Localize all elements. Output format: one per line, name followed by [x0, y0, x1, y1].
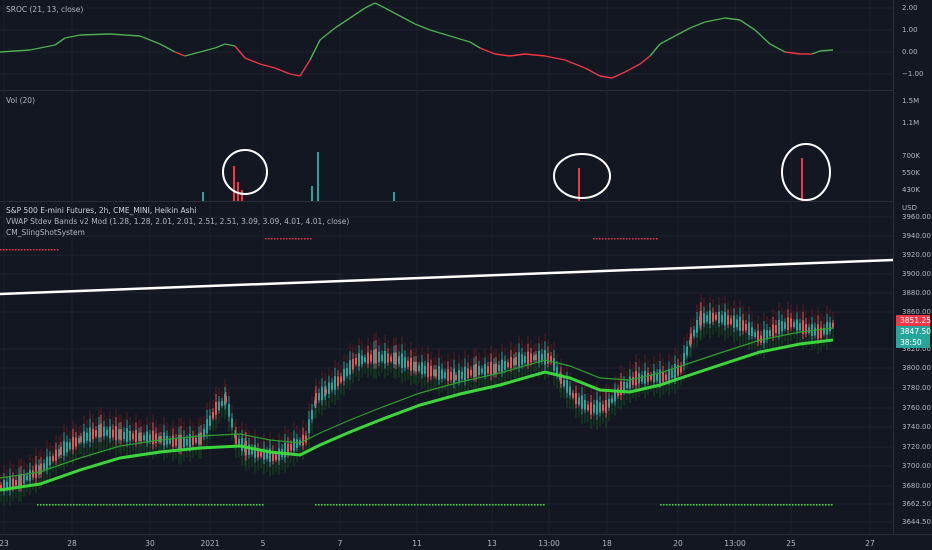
volume-bars [202, 152, 803, 201]
price-tick: 3760.00 [902, 404, 931, 412]
candles [0, 238, 834, 506]
time-tick: 23 [0, 539, 9, 548]
volume-tick: 430K [902, 186, 920, 194]
sroc-tick: 1.00 [902, 26, 918, 34]
volume-tick: 1.5M [902, 97, 920, 105]
price-axis-divider [893, 0, 894, 534]
time-tick: 27 [865, 539, 875, 548]
sroc-line [0, 2, 834, 79]
price-tick: 3662.50 [902, 500, 931, 508]
time-tick: 25 [786, 539, 796, 548]
price-tick: 3780.00 [902, 384, 931, 392]
price-tick: 3880.00 [902, 289, 931, 297]
time-axis-divider [0, 534, 932, 535]
price-tick: 3920.00 [902, 251, 931, 259]
slingshot-indicator-title[interactable]: CM_SlingShotSystem [6, 228, 85, 237]
time-tick: 30 [145, 539, 155, 548]
annotation-circle-2 [553, 153, 611, 199]
grid-lines [0, 0, 893, 534]
symbol-title[interactable]: S&P 500 E-mini Futures, 2h, CME_MINI, He… [6, 206, 197, 215]
price-tick: 3820.00 [902, 345, 931, 353]
sroc-tick: 0.00 [902, 48, 918, 56]
time-tick: 20 [673, 539, 683, 548]
time-tick: 13 [487, 539, 497, 548]
sroc-title[interactable]: SROC (21, 13, close) [6, 5, 84, 14]
time-tick: 18 [602, 539, 612, 548]
price-tick: 3720.00 [902, 443, 931, 451]
price-tick: 3680.00 [902, 482, 931, 490]
time-tick: 11 [412, 539, 422, 548]
volume-title[interactable]: Vol (20) [6, 96, 36, 105]
time-tick: 28 [67, 539, 77, 548]
pane-divider-2[interactable] [0, 201, 893, 202]
price-tick: 3800.00 [902, 364, 931, 372]
price-tick: 3644.50 [902, 518, 931, 526]
time-tick: 7 [337, 539, 343, 548]
time-tick: 2021 [200, 539, 220, 548]
sroc-tick: −1.00 [902, 70, 924, 78]
countdown-tag: 38:50 [896, 337, 930, 348]
currency-label: USD [902, 204, 917, 212]
price-tick: 3940.00 [902, 232, 931, 240]
time-tick: 13:00 [724, 539, 746, 548]
last-price-tag: 3851.25 [896, 315, 931, 326]
annotation-circles[interactable] [222, 143, 831, 201]
price-tick: 3860.00 [902, 308, 931, 316]
price-tick: 3960.00 [902, 213, 931, 221]
volume-tick: 700K [902, 152, 920, 160]
volume-tick: 1.1M [902, 119, 920, 127]
annotation-circle-1 [222, 149, 268, 195]
price-tick: 3740.00 [902, 423, 931, 431]
bid-price-tag: 3847.50 [896, 326, 931, 337]
trend-line[interactable] [0, 258, 894, 296]
price-tick: 3700.00 [902, 462, 931, 470]
pane-divider-1[interactable] [0, 90, 893, 91]
price-tick: 3900.00 [902, 270, 931, 278]
time-tick: 13:00 [538, 539, 560, 548]
annotation-circle-3 [781, 143, 831, 201]
sroc-tick: 2.00 [902, 4, 918, 12]
time-tick: 5 [260, 539, 266, 548]
volume-tick: 550K [902, 169, 920, 177]
vwap-indicator-title[interactable]: VWAP Stdev Bands v2 Mod (1.28, 1.28, 2.0… [6, 217, 350, 226]
